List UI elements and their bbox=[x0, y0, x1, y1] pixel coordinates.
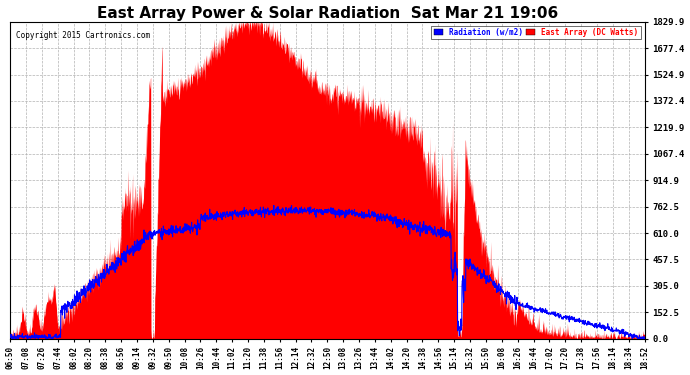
Title: East Array Power & Solar Radiation  Sat Mar 21 19:06: East Array Power & Solar Radiation Sat M… bbox=[97, 6, 558, 21]
Legend: Radiation (w/m2), East Array (DC Watts): Radiation (w/m2), East Array (DC Watts) bbox=[431, 26, 641, 39]
Text: Copyright 2015 Cartronics.com: Copyright 2015 Cartronics.com bbox=[17, 31, 150, 40]
